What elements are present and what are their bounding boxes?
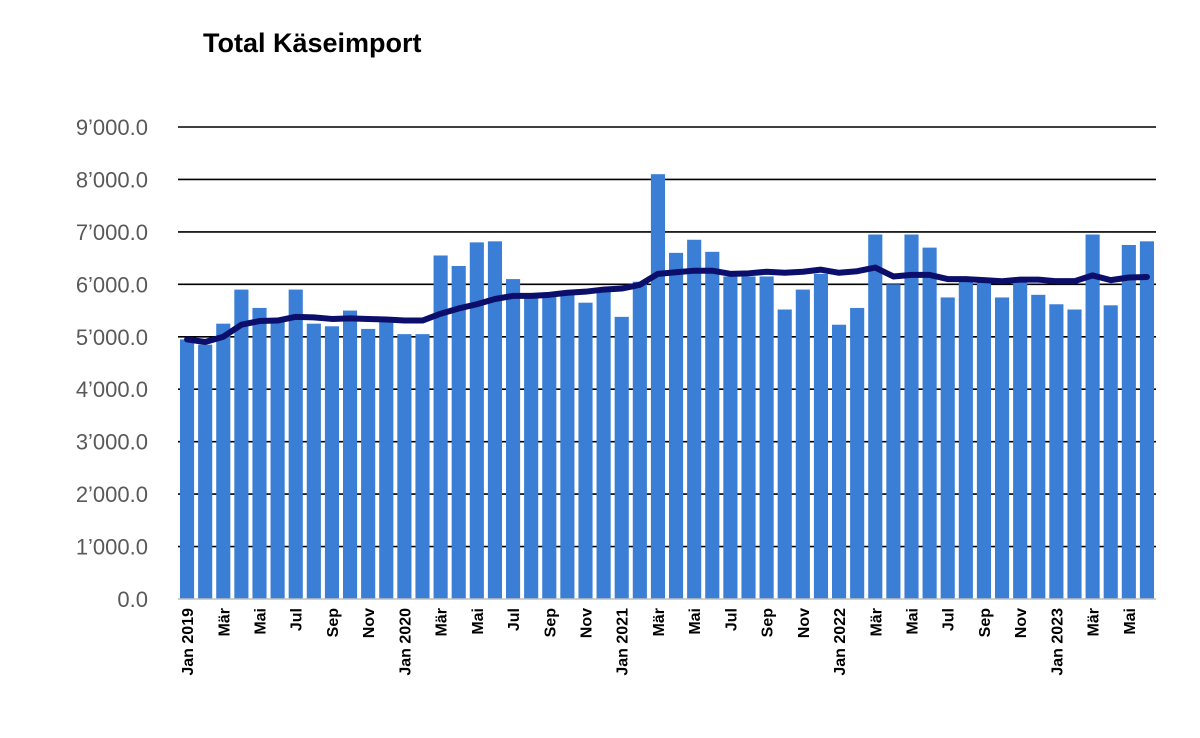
bar (542, 294, 557, 599)
x-tick-label: Mär (651, 608, 668, 636)
y-tick-labels: 0.0 1’000.0 2’000.0 3’000.0 4’000.0 5’000.0 6’… (76, 115, 148, 612)
x-tick-label: Jan 2021 (615, 608, 632, 676)
bar (487, 241, 503, 599)
bar (813, 273, 829, 599)
bar (505, 279, 521, 599)
x-tick-label: Sep (760, 608, 777, 638)
bar (1103, 305, 1118, 599)
y-tick-label: 8’000.0 (76, 167, 148, 192)
x-tick-label: Jan 2019 (180, 608, 197, 676)
x-tick-label: Mär (1086, 608, 1103, 636)
y-tick-label: 5’000.0 (76, 325, 148, 350)
x-tick-label: Mai (1122, 608, 1139, 635)
bar (560, 292, 575, 599)
bar (216, 323, 231, 599)
bar-series (179, 174, 1155, 599)
bar (759, 276, 774, 599)
bar (1013, 281, 1028, 599)
bar (1121, 245, 1136, 599)
x-tick-label: Sep (325, 608, 342, 638)
bar (940, 297, 955, 599)
bar (922, 247, 937, 599)
bar (324, 326, 340, 599)
y-tick-label: 3’000.0 (76, 430, 148, 455)
bar (886, 284, 901, 599)
x-tick-label: Mär (434, 608, 451, 636)
bar (1049, 304, 1064, 599)
bar (723, 276, 738, 599)
bar (524, 294, 539, 599)
y-tick-label: 1’000.0 (76, 535, 148, 560)
x-tick-label: Jul (506, 608, 523, 631)
bar (705, 251, 720, 599)
y-tick-label: 9’000.0 (76, 115, 148, 140)
y-tick-label: 6’000.0 (76, 272, 148, 297)
x-tick-label: Sep (977, 608, 994, 638)
bar (614, 316, 629, 599)
x-tick-label: Nov (579, 608, 596, 638)
line-series (184, 264, 1150, 346)
bar (831, 324, 847, 599)
x-tick-label: Jul (941, 608, 958, 631)
bar (397, 334, 412, 599)
bar (632, 281, 647, 599)
x-tick-label: Jul (723, 608, 740, 631)
x-tick-label: Jul (289, 608, 306, 631)
bar (596, 289, 611, 599)
bar (451, 265, 466, 599)
chart-title: Total Käseimport (203, 28, 422, 58)
bar (252, 307, 267, 599)
bar (198, 344, 213, 599)
bar (741, 276, 756, 599)
y-tick-label: 4’000.0 (76, 377, 148, 402)
bar (650, 174, 666, 599)
bar (1067, 309, 1082, 599)
bar (1085, 234, 1100, 599)
x-tick-label: Jan 2020 (397, 608, 414, 676)
x-tick-label: Nov (361, 608, 378, 638)
bar (179, 339, 195, 599)
bar (234, 289, 249, 599)
x-tick-label: Jan 2023 (1049, 608, 1066, 676)
x-tick-labels: Jan 2019 Mär Mai Jul Sep Nov Jan 2020 Mär Mai Jul… (180, 608, 1139, 676)
bar (1031, 294, 1046, 599)
bar (850, 307, 865, 599)
bar (342, 310, 358, 599)
gridlines (178, 126, 1156, 548)
bar (976, 281, 992, 599)
x-tick-label: Nov (796, 608, 813, 638)
bar (270, 318, 285, 599)
x-tick-label: Mai (905, 608, 922, 635)
x-tick-label: Mär (868, 608, 885, 636)
y-tick-label: 0.0 (117, 587, 148, 612)
bar (578, 302, 593, 599)
bar (288, 289, 303, 599)
y-tick-label: 7’000.0 (76, 220, 148, 245)
x-tick-label: Mai (470, 608, 487, 635)
bar (469, 242, 484, 599)
bar (379, 321, 394, 599)
bar (868, 234, 883, 599)
bar (433, 255, 448, 599)
x-tick-label: Mai (687, 608, 704, 635)
x-tick-label: Nov (1013, 608, 1030, 638)
bar (1139, 241, 1155, 599)
trend-line (184, 264, 1150, 346)
x-tick-label: Mär (216, 608, 233, 636)
bar (958, 281, 973, 599)
bar (306, 323, 321, 599)
x-tick-label: Mai (253, 608, 270, 635)
bar (777, 309, 792, 599)
bar (994, 297, 1010, 599)
bar (904, 234, 919, 599)
bar (668, 252, 684, 599)
y-tick-label: 2’000.0 (76, 482, 148, 507)
bar (687, 239, 702, 599)
x-tick-label: Jan 2022 (832, 608, 849, 676)
bar (361, 328, 376, 599)
bar (415, 334, 430, 599)
x-tick-label: Sep (542, 608, 559, 638)
bar (795, 289, 810, 599)
